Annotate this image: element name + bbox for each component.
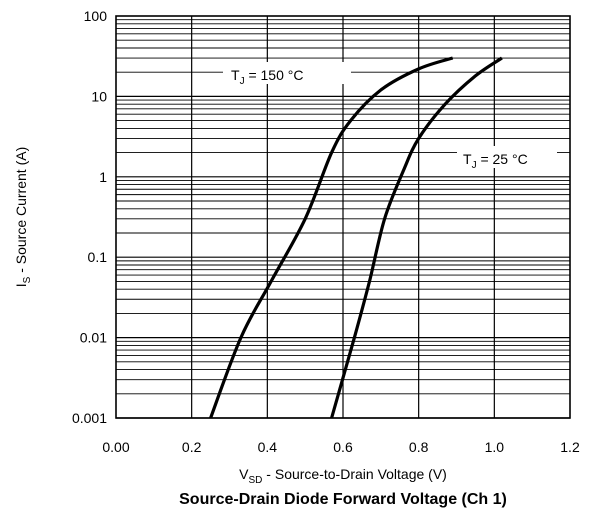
x-tick-label: 0.6 xyxy=(333,439,353,455)
x-tick-label: 0.4 xyxy=(258,439,278,455)
y-tick-label: 10 xyxy=(91,88,107,104)
y-tick-label: 0.1 xyxy=(88,249,108,265)
x-tick-label: 1.0 xyxy=(485,439,505,455)
x-tick-label: 1.2 xyxy=(560,439,580,455)
x-tick-label: 0.00 xyxy=(102,439,129,455)
x-tick-label: 0.8 xyxy=(409,439,429,455)
y-tick-label: 0.01 xyxy=(80,330,107,346)
x-tick-label: 0.2 xyxy=(182,439,202,455)
chart-title: Source-Drain Diode Forward Voltage (Ch 1… xyxy=(179,491,507,508)
y-tick-label: 100 xyxy=(84,8,108,24)
y-tick-label: 0.001 xyxy=(72,410,107,426)
y-tick-label: 1 xyxy=(99,169,107,185)
